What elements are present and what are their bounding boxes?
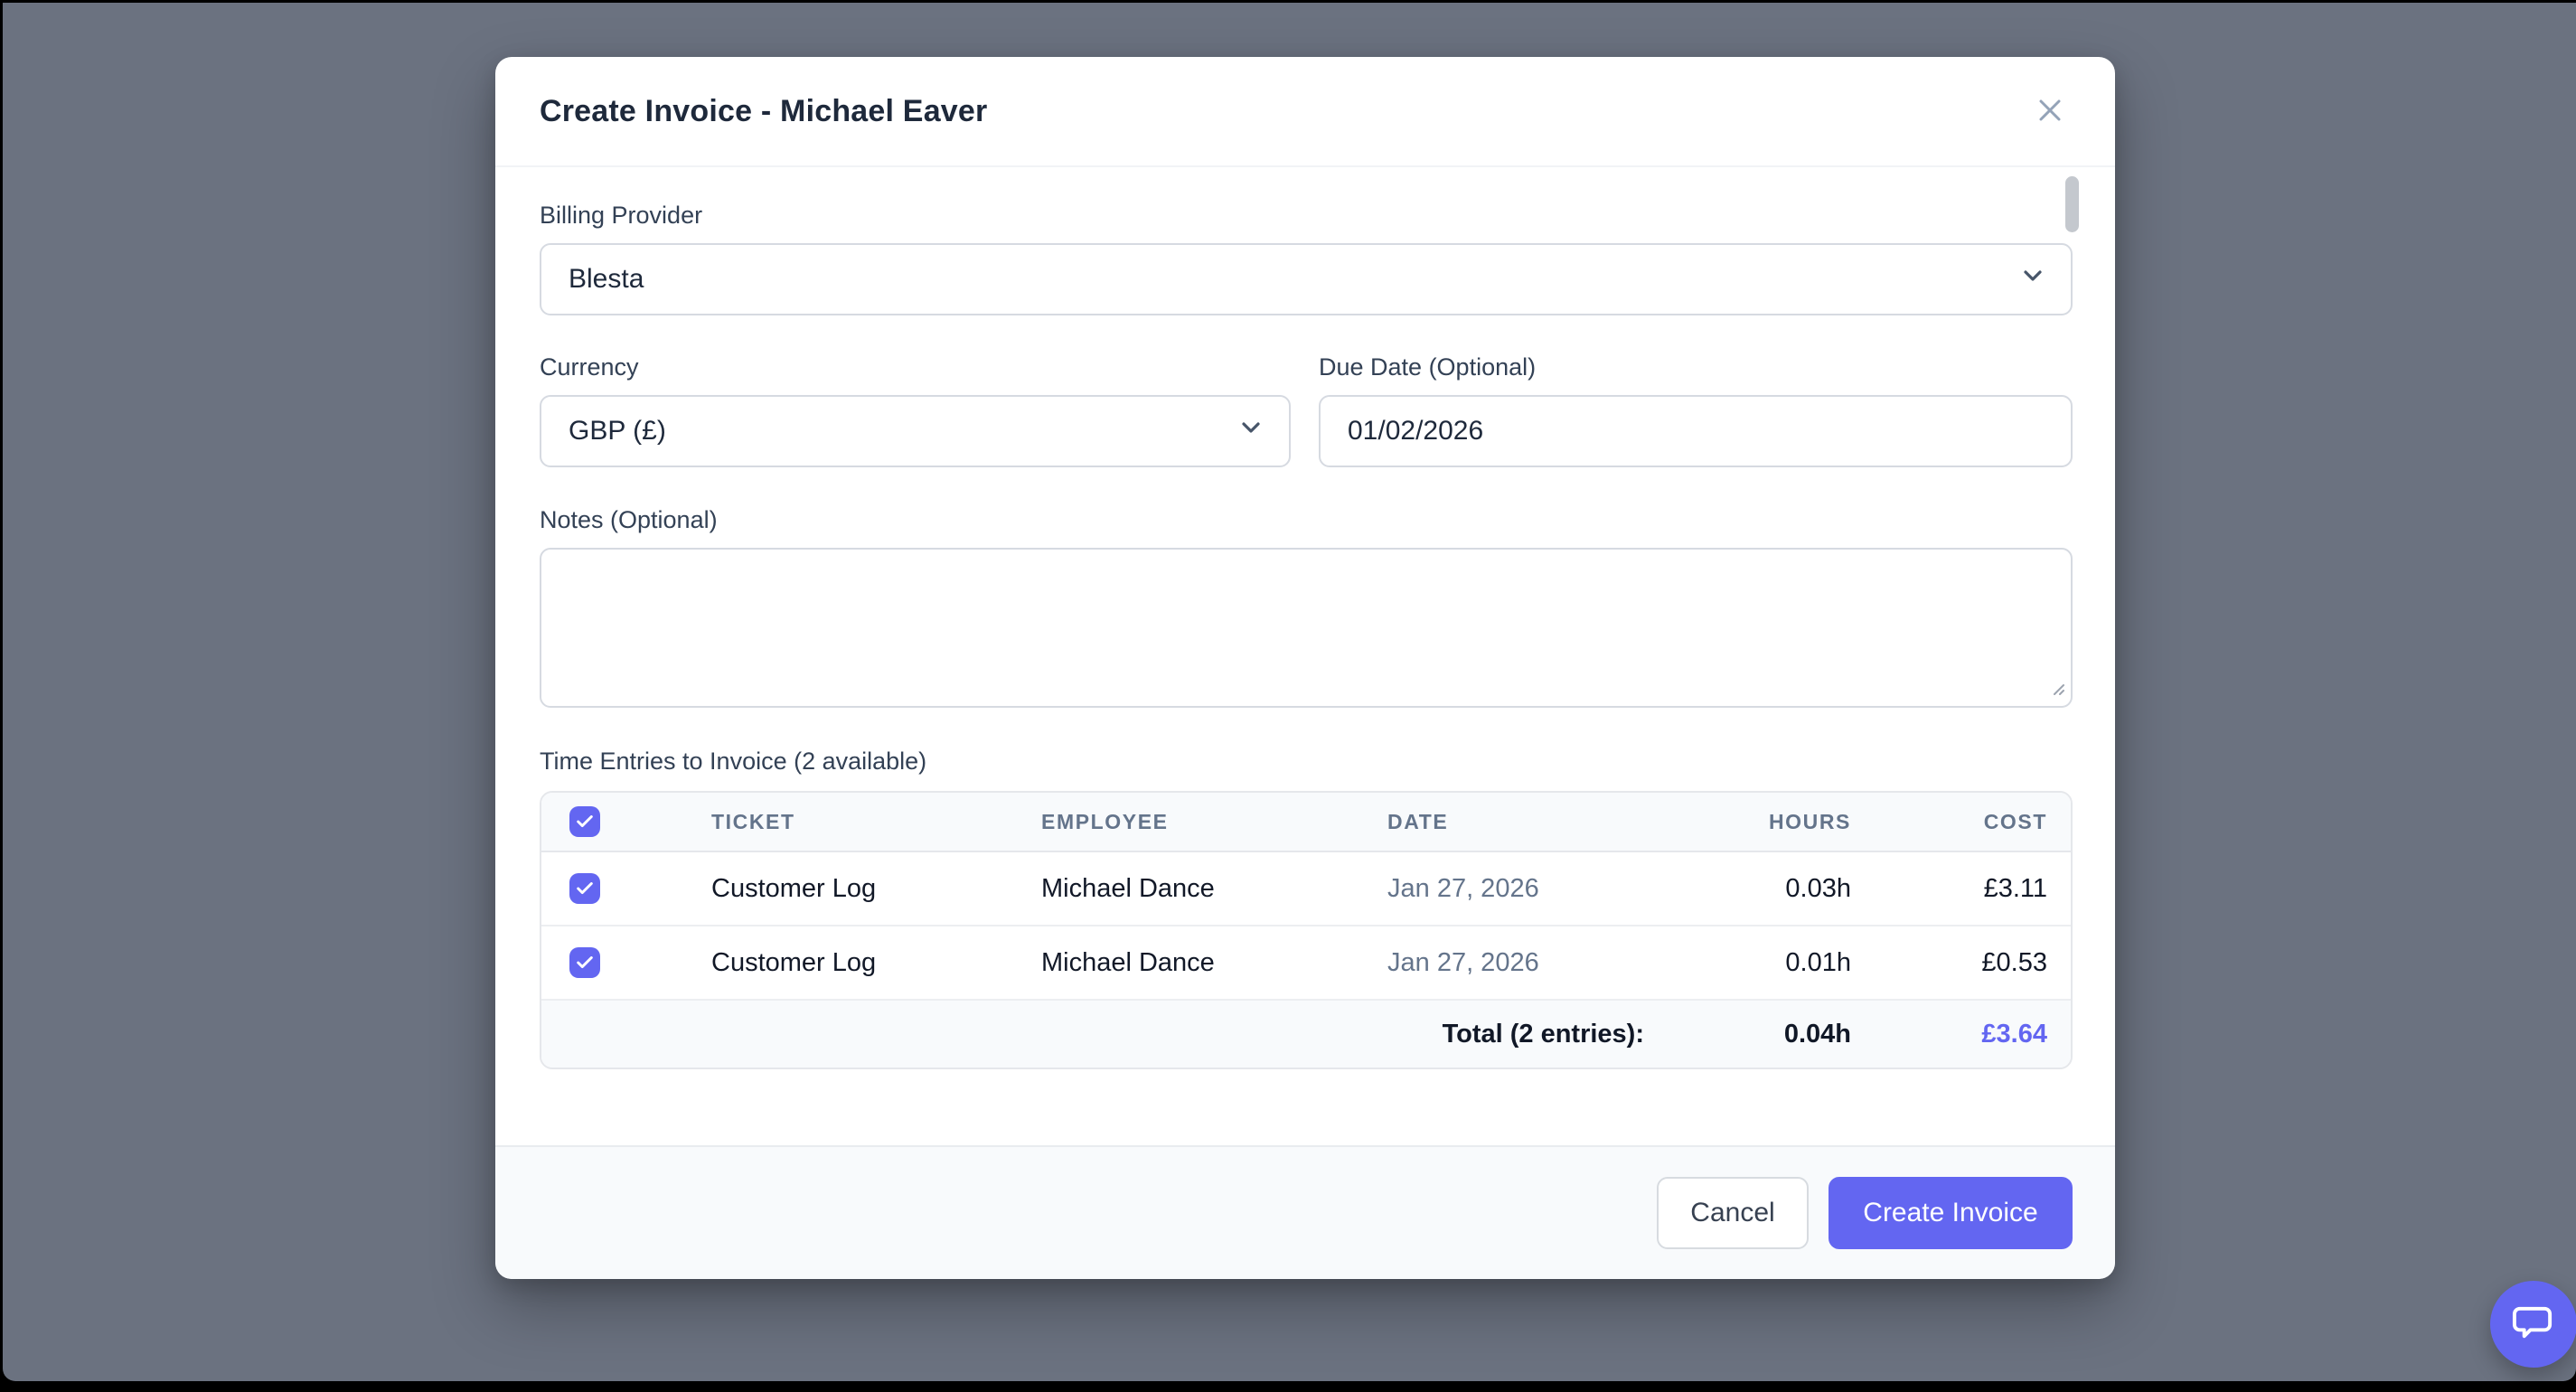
- create-invoice-modal: Create Invoice - Michael Eaver Billing P…: [495, 57, 2115, 1279]
- chat-launcher-button[interactable]: [2490, 1281, 2576, 1368]
- table-header-row: Ticket Employee Date Hours Cost: [541, 793, 2071, 852]
- chat-bubble-icon: [2512, 1301, 2555, 1349]
- currency-duedate-row: Currency GBP (£) Due Date (Optional): [540, 353, 2073, 467]
- billing-provider-label: Billing Provider: [540, 202, 703, 229]
- row-checkbox[interactable]: [569, 873, 600, 904]
- cell-hours: 0.01h: [1785, 947, 1851, 977]
- column-header-date: Date: [1387, 809, 1449, 833]
- column-header-cost: Cost: [1983, 809, 2047, 833]
- cancel-button[interactable]: Cancel: [1657, 1177, 1809, 1249]
- modal-body: Billing Provider Blesta Currency GBP (£): [495, 167, 2115, 1145]
- time-entries-table: Ticket Employee Date Hours Cost Customer…: [540, 791, 2073, 1069]
- cell-date: Jan 27, 2026: [1387, 947, 1539, 977]
- cell-date: Jan 27, 2026: [1387, 873, 1539, 903]
- currency-group: Currency GBP (£): [540, 353, 1291, 467]
- create-invoice-button[interactable]: Create Invoice: [1829, 1177, 2073, 1249]
- cell-ticket: Customer Log: [711, 947, 877, 977]
- due-date-label: Due Date (Optional): [1319, 353, 1537, 381]
- resize-handle-icon[interactable]: [2049, 680, 2065, 701]
- table-row: Customer Log Michael Dance Jan 27, 2026 …: [541, 852, 2071, 926]
- close-button[interactable]: [2025, 86, 2075, 136]
- notes-group: Notes (Optional): [540, 506, 2073, 708]
- billing-provider-group: Billing Provider Blesta: [540, 202, 2073, 315]
- table-total-row: Total (2 entries): 0.04h £3.64: [541, 1001, 2071, 1068]
- total-cost: £3.64: [1981, 1019, 2047, 1049]
- cell-employee: Michael Dance: [1041, 873, 1215, 903]
- cell-ticket: Customer Log: [711, 873, 877, 903]
- column-header-hours: Hours: [1768, 809, 1851, 833]
- billing-provider-value: Blesta: [569, 264, 644, 294]
- total-hours: 0.04h: [1783, 1019, 1851, 1049]
- due-date-group: Due Date (Optional): [1319, 353, 2073, 467]
- scrollbar-thumb[interactable]: [2065, 176, 2079, 232]
- cell-hours: 0.03h: [1785, 873, 1851, 903]
- chevron-down-icon: [2018, 261, 2047, 297]
- modal-footer: Cancel Create Invoice: [495, 1145, 2115, 1279]
- notes-label: Notes (Optional): [540, 506, 718, 533]
- billing-provider-select[interactable]: Blesta: [540, 243, 2073, 315]
- row-checkbox[interactable]: [569, 947, 600, 978]
- close-icon: [2035, 95, 2065, 128]
- modal-header: Create Invoice - Michael Eaver: [495, 57, 2115, 167]
- notes-textarea[interactable]: [540, 548, 2073, 708]
- cell-cost: £3.11: [1983, 873, 2047, 903]
- due-date-input[interactable]: [1319, 395, 2073, 467]
- cell-cost: £0.53: [1981, 947, 2047, 977]
- modal-title: Create Invoice - Michael Eaver: [540, 93, 988, 128]
- cell-employee: Michael Dance: [1041, 947, 1215, 977]
- currency-label: Currency: [540, 353, 639, 381]
- column-header-employee: Employee: [1041, 809, 1169, 833]
- select-all-checkbox[interactable]: [569, 806, 600, 837]
- page-overlay: Create Invoice - Michael Eaver Billing P…: [3, 3, 2576, 1381]
- column-header-ticket: Ticket: [711, 809, 795, 833]
- time-entries-section-label: Time Entries to Invoice (2 available): [540, 748, 927, 775]
- currency-value: GBP (£): [569, 416, 666, 446]
- currency-select[interactable]: GBP (£): [540, 395, 1291, 467]
- total-label: Total (2 entries):: [1442, 1019, 1644, 1049]
- table-row: Customer Log Michael Dance Jan 27, 2026 …: [541, 926, 2071, 1001]
- chevron-down-icon: [1236, 413, 1265, 449]
